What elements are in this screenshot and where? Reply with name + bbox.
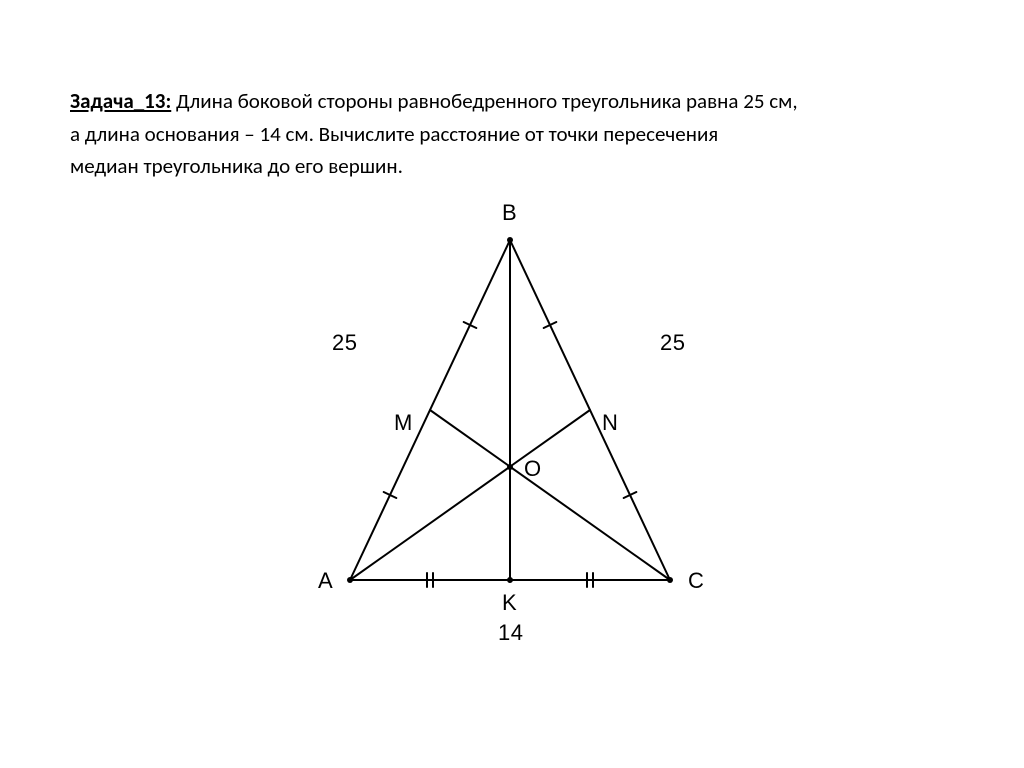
problem-line2: а длина основания – 14 см. Вычислите рас… [70,121,718,147]
problem-line3: медиан треугольника до его вершин. [70,153,403,179]
problem-statement: Задача_13: Длина боковой стороны равнобе… [70,85,964,183]
label-side-BC: 25 [660,330,685,356]
triangle-figure: A B C M N O K 25 25 14 [250,200,750,660]
label-side-AB: 25 [332,330,357,356]
problem-line1: Длина боковой стороны равнобедренного тр… [171,88,797,114]
label-B: B [502,200,517,226]
problem-label: Задача_13: [70,88,171,114]
label-O: O [524,456,542,482]
label-C: C [688,568,704,594]
label-K: K [502,590,517,616]
label-A: A [318,568,333,594]
label-N: N [602,410,618,436]
label-side-AC: 14 [498,620,523,646]
label-M: M [394,410,413,436]
